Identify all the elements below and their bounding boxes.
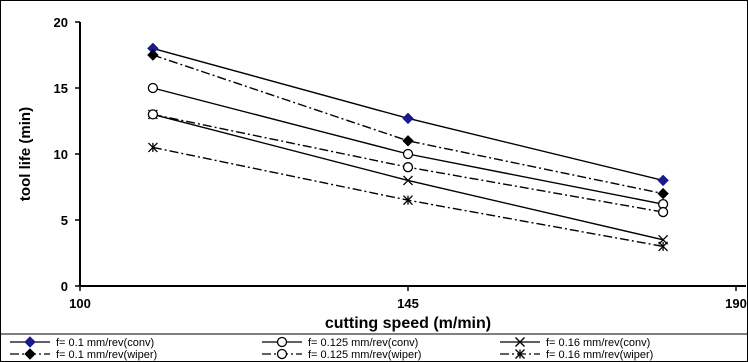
data-point: [657, 187, 669, 200]
data-point: [147, 49, 159, 61]
legend-item: f= 0.125 mm/rev(wiper): [262, 348, 421, 361]
legend-item: f= 0.125 mm/rev(conv): [262, 336, 418, 349]
legend-label: f= 0.1 mm/rev(wiper): [56, 349, 157, 361]
y-tick-label: 0: [61, 279, 68, 294]
ticks: 0 5 10 15 20 100 145 190: [54, 15, 747, 311]
legend-label: f= 0.125 mm/rev(wiper): [308, 349, 421, 361]
data-point: [24, 348, 36, 360]
data-point: [276, 336, 288, 348]
data-point: [515, 349, 525, 359]
series-1: [147, 42, 669, 187]
data-point: [658, 241, 669, 252]
data-point: [24, 336, 36, 348]
x-axis-title: cutting speed (m/min): [325, 315, 491, 332]
data-point: [515, 337, 525, 347]
legend-label: f= 0.16 mm/rev(wiper): [546, 349, 653, 361]
data-point: [403, 175, 413, 186]
y-tick-label: 10: [54, 147, 68, 162]
data-point: [403, 195, 413, 206]
x-tick-label: 145: [397, 296, 419, 311]
y-tick-label: 15: [54, 81, 68, 96]
series-4: [147, 49, 669, 200]
data-point: [147, 109, 159, 120]
legend-item: f= 0.16 mm/rev(wiper): [500, 349, 653, 361]
data-point: [657, 206, 669, 218]
data-point: [657, 174, 669, 187]
data-point: [147, 82, 159, 94]
legend-label: f= 0.125 mm/rev(conv): [308, 337, 418, 349]
legend-item: f= 0.1 mm/rev(wiper): [10, 348, 157, 361]
legend-item: f= 0.16 mm/rev(conv): [500, 337, 650, 349]
series-line: [152, 113, 664, 241]
data-point: [276, 348, 288, 360]
legend: f= 0.1 mm/rev(conv) f= 0.125 mm/rev(conv)…: [0, 333, 748, 361]
data-point: [147, 142, 158, 153]
x-tick-label: 190: [725, 296, 747, 311]
series-5: [147, 109, 669, 218]
y-tick-label: 5: [61, 213, 68, 228]
data-point: [402, 135, 414, 147]
legend-label: f= 0.1 mm/rev(conv): [56, 337, 154, 349]
y-tick-label: 20: [54, 15, 68, 30]
x-tick-label: 100: [69, 296, 91, 311]
series-line: [152, 54, 664, 195]
y-axis-title: tool life (min): [17, 107, 34, 201]
data-point: [402, 148, 414, 160]
data-point: [402, 162, 414, 173]
series-6: [147, 142, 669, 252]
series-group: [147, 42, 669, 252]
legend-item: f= 0.1 mm/rev(conv): [10, 336, 154, 349]
legend-label: f= 0.16 mm/rev(conv): [546, 337, 650, 349]
data-point: [402, 112, 414, 125]
